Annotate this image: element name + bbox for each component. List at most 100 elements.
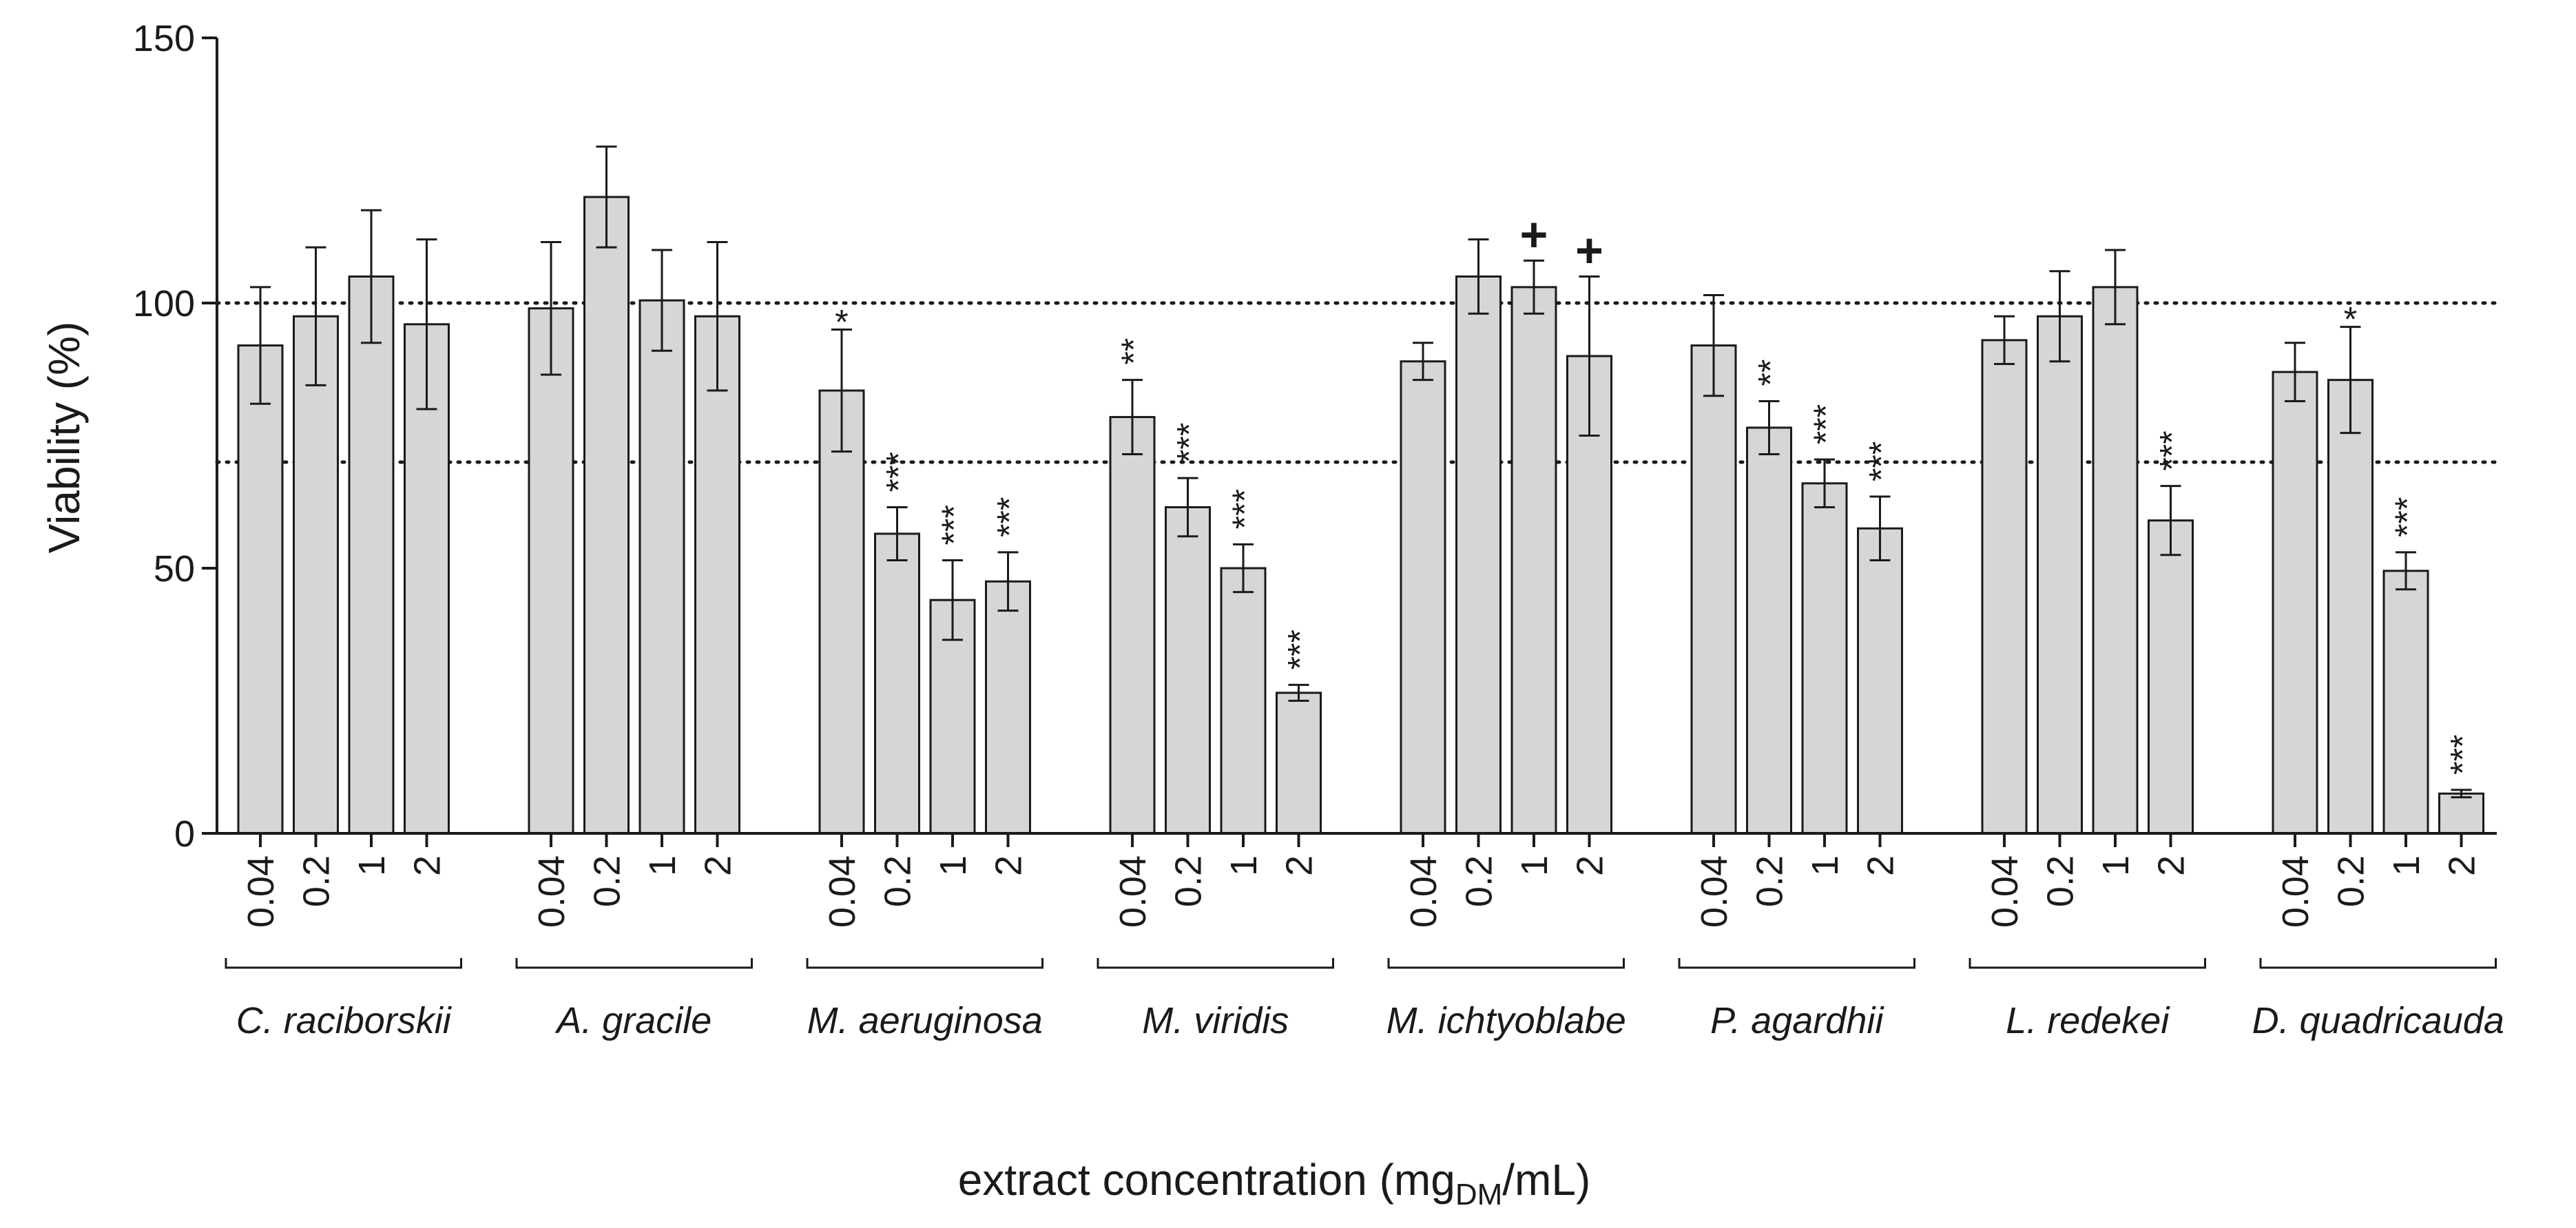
x-tick-label: 2	[1570, 855, 1611, 876]
group-label: P. agardhii	[1710, 1000, 1884, 1041]
x-tick-label: 2	[1860, 855, 1902, 876]
bar	[2092, 286, 2139, 835]
x-tick-label: 0.04	[2275, 855, 2316, 928]
significance-mark: *	[835, 303, 848, 342]
bar	[293, 315, 339, 835]
bar	[1801, 482, 1848, 835]
x-tick-label: 1	[351, 855, 393, 876]
x-tick-label: 0.04	[1984, 855, 2026, 928]
x-tick-label: 0.2	[2331, 855, 2372, 907]
x-tick-label: 1	[1514, 855, 1555, 876]
x-tick-label: 2	[698, 855, 739, 876]
x-tick-label: 2	[2151, 855, 2192, 876]
bar	[2272, 371, 2318, 835]
significance-mark: ***	[1807, 404, 1845, 444]
significance-mark: ***	[935, 505, 973, 545]
y-tick-label: 150	[133, 18, 195, 59]
x-tick-label: 0.04	[1694, 855, 1735, 928]
significance-mark: ***	[2153, 430, 2192, 470]
significance-mark: ***	[1225, 489, 1264, 529]
x-axis-title-tail: /mL)	[1502, 1155, 1590, 1205]
x-tick-label: 0.2	[1459, 855, 1500, 907]
significance-mark: ***	[880, 452, 918, 492]
bar	[1109, 416, 1156, 835]
x-tick-label: 1	[642, 855, 683, 876]
group-bracket	[1097, 958, 1334, 969]
x-tick-label: 1	[2095, 855, 2137, 876]
x-tick-label: 2	[2442, 855, 2483, 876]
x-tick-label: 0.2	[877, 855, 919, 907]
significance-mark: ***	[1862, 441, 1901, 481]
bar	[583, 196, 630, 835]
x-tick-label: 0.2	[1749, 855, 1791, 907]
significance-plus: +	[1520, 207, 1548, 261]
bar	[348, 275, 395, 835]
bar	[1220, 567, 1267, 835]
group-bracket	[1969, 958, 2206, 969]
group-label: M. ichtyoblabe	[1386, 1000, 1626, 1041]
significance-mark: **	[1114, 338, 1153, 365]
group-label: M. aeruginosa	[807, 1000, 1043, 1041]
bar	[985, 580, 1031, 835]
group-bracket	[806, 958, 1043, 969]
bar	[818, 389, 865, 835]
bar	[638, 299, 685, 835]
bar	[237, 344, 284, 835]
x-tick-label: 2	[988, 855, 1030, 876]
significance-mark: ***	[2444, 734, 2482, 774]
x-tick-label: 0.04	[822, 855, 863, 928]
bar	[1510, 286, 1557, 835]
bar	[2382, 570, 2429, 835]
bar	[2327, 379, 2374, 835]
x-tick-label: 1	[1223, 855, 1265, 876]
bar	[2037, 315, 2083, 835]
x-tick-label: 0.04	[240, 855, 282, 928]
bar	[1455, 275, 1502, 835]
group-bracket	[2259, 958, 2497, 969]
significance-mark: ***	[1170, 423, 1209, 463]
group-label: C. raciborskii	[236, 1000, 453, 1041]
bars	[237, 145, 2484, 835]
x-tick-label: 0.04	[1112, 855, 1154, 928]
bar	[1690, 344, 1737, 835]
x-tick-label: 1	[2386, 855, 2427, 876]
y-tick-label: 0	[174, 813, 195, 855]
bar	[528, 307, 574, 835]
x-tick-label: 0.2	[1168, 855, 1209, 907]
y-tick-label: 50	[154, 548, 195, 590]
x-tick-label: 0.04	[1403, 855, 1444, 928]
significance-mark: **	[1752, 360, 1790, 386]
significance-mark: ***	[990, 497, 1029, 537]
x-tick-label: 2	[407, 855, 448, 876]
bar	[1981, 339, 2028, 835]
x-tick-label: 0.2	[587, 855, 628, 907]
significance-mark: ***	[1281, 629, 1320, 669]
x-axis-title-subscript: DM	[1455, 1178, 1502, 1211]
group-bracket	[1387, 958, 1625, 969]
bar	[1276, 691, 1322, 835]
x-tick-label: 1	[1805, 855, 1846, 876]
group-label: L. redekei	[2006, 1000, 2170, 1041]
x-tick-label: 0.04	[531, 855, 572, 928]
significance-plus: +	[1575, 224, 1603, 278]
group-bracket	[515, 958, 753, 969]
group-label: D. quadricauda	[2252, 1000, 2504, 1041]
significance-mark: ***	[2388, 497, 2427, 537]
bar	[2438, 792, 2484, 835]
x-tick-label: 1	[933, 855, 974, 876]
x-tick-label: 0.2	[296, 855, 337, 907]
bar	[1857, 527, 1903, 835]
group-bracket	[225, 958, 462, 969]
group-label: M. viridis	[1142, 1000, 1289, 1041]
x-axis-title-main: extract concentration (mg	[958, 1155, 1455, 1205]
group-bracket	[1678, 958, 1915, 969]
x-axis-title: extract concentration (mgDM/mL)	[958, 1155, 1591, 1211]
bar	[874, 532, 920, 835]
x-tick-label: 0.2	[2040, 855, 2081, 907]
x-tick-label: 2	[1279, 855, 1320, 876]
axes	[202, 37, 2497, 847]
bar	[694, 315, 740, 835]
y-tick-label: 100	[133, 283, 195, 324]
